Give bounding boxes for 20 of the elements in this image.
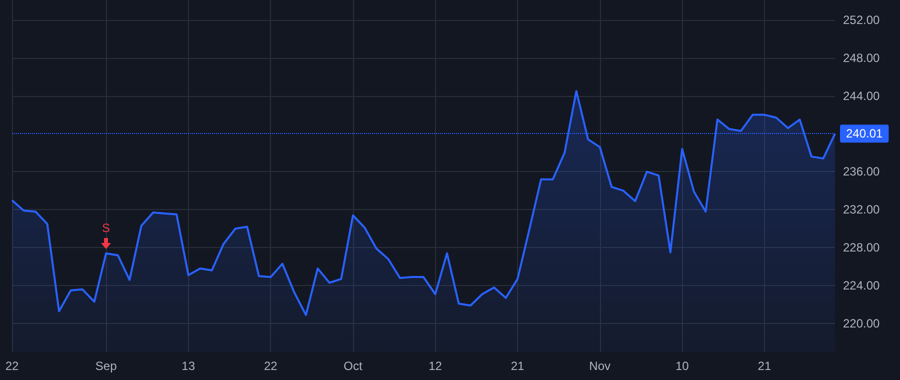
y-tick-label: 248.00 [843, 50, 880, 65]
annotation: S [102, 221, 110, 236]
x-tick-label: Sep [95, 359, 118, 373]
x-tick-label: 22 [264, 359, 278, 373]
x-tick-label: 21 [758, 359, 772, 373]
y-tick-label: 228.00 [843, 240, 880, 255]
x-tick-label: 22 [5, 359, 19, 373]
y-tick-label: 252.00 [843, 12, 880, 27]
x-tick-label: 12 [428, 359, 442, 373]
y-tick-label: 220.00 [843, 316, 880, 331]
x-tick-label: 10 [675, 359, 690, 373]
x-tick-label: Oct [344, 359, 363, 373]
ref-line-label: 240.01 [846, 126, 884, 141]
x-tick-label: 21 [510, 359, 525, 373]
y-tick-label: 232.00 [843, 202, 880, 217]
x-tick-label: 13 [182, 359, 196, 373]
y-tick-label: 236.00 [843, 164, 880, 179]
y-tick-label: 224.00 [843, 278, 880, 293]
y-tick-label: 244.00 [843, 88, 880, 103]
x-tick-label: Nov [589, 359, 611, 373]
